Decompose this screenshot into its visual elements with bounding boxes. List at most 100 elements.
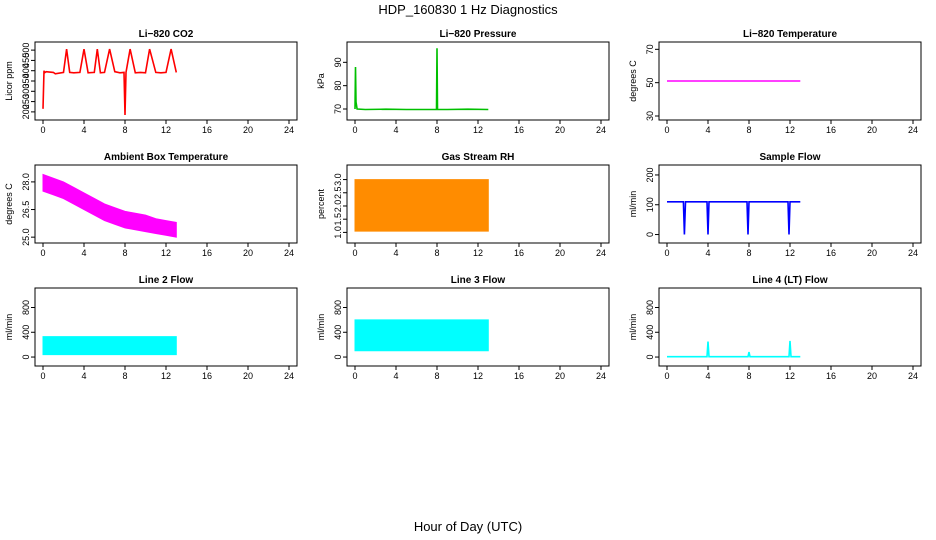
chart-title: Li−820 Pressure: [440, 29, 517, 40]
y-tick-label: 0: [645, 232, 655, 237]
chart-title: Sample Flow: [759, 152, 820, 163]
y-tick-label: 400: [21, 325, 31, 340]
plot-frame: [347, 42, 609, 120]
chart-panel: Line 3 Flow048121620240400800ml/min: [316, 275, 609, 381]
y-axis-label: ml/min: [4, 314, 14, 341]
x-tick-label: 0: [352, 248, 357, 258]
x-tick-label: 24: [284, 371, 294, 381]
x-tick-label: 12: [161, 125, 171, 135]
plot-frame: [35, 42, 297, 120]
y-axis-label: degrees C: [628, 60, 638, 102]
y-tick-label: 200: [645, 167, 655, 182]
y-tick-label: 2.0: [333, 200, 343, 213]
chart-title: Ambient Box Temperature: [104, 152, 229, 163]
y-tick-label: 25.0: [21, 228, 31, 246]
y-axis-label: kPa: [316, 73, 326, 89]
x-tick-label: 16: [826, 125, 836, 135]
x-tick-label: 4: [81, 371, 86, 381]
y-tick-label: 90: [333, 57, 343, 67]
y-tick-label: 3.0: [333, 173, 343, 186]
y-tick-label: 80: [333, 81, 343, 91]
data-series-line: [667, 341, 800, 357]
x-tick-label: 16: [514, 125, 524, 135]
x-tick-label: 16: [514, 248, 524, 258]
x-tick-label: 8: [746, 248, 751, 258]
x-tick-label: 20: [867, 125, 877, 135]
x-tick-label: 24: [908, 125, 918, 135]
chart-panel: Line 2 Flow048121620240400800ml/min: [4, 275, 297, 381]
x-tick-label: 24: [284, 125, 294, 135]
x-tick-label: 8: [122, 125, 127, 135]
x-tick-label: 24: [908, 371, 918, 381]
data-series-area: [43, 175, 176, 238]
chart-title: Line 4 (LT) Flow: [752, 275, 828, 286]
x-tick-label: 8: [746, 125, 751, 135]
x-tick-label: 0: [40, 371, 45, 381]
data-series-line: [43, 49, 176, 115]
y-tick-label: 0: [333, 355, 343, 360]
chart-title: Li−820 CO2: [139, 29, 194, 40]
y-tick-label: 30: [645, 111, 655, 121]
chart-panel: Line 4 (LT) Flow048121620240400800ml/min: [628, 275, 921, 381]
y-axis-label: Licor ppm: [4, 61, 14, 101]
chart-title: Line 2 Flow: [139, 275, 194, 286]
y-tick-label: 50: [645, 78, 655, 88]
x-tick-label: 24: [596, 371, 606, 381]
x-tick-label: 16: [826, 248, 836, 258]
y-axis-label: ml/min: [628, 191, 638, 218]
x-tick-label: 16: [202, 248, 212, 258]
x-tick-label: 20: [867, 248, 877, 258]
y-tick-label: 800: [21, 300, 31, 315]
x-axis-title: Hour of Day (UTC): [0, 519, 936, 534]
x-tick-label: 12: [473, 248, 483, 258]
x-tick-label: 12: [785, 248, 795, 258]
y-tick-label: 800: [645, 300, 655, 315]
x-tick-label: 24: [908, 248, 918, 258]
chart-panel: Li−820 Pressure04812162024708090kPa: [316, 29, 609, 135]
y-tick-label: 400: [333, 325, 343, 340]
y-tick-label: 2.5: [333, 187, 343, 200]
x-tick-label: 8: [122, 248, 127, 258]
x-tick-label: 16: [202, 125, 212, 135]
x-tick-label: 24: [284, 248, 294, 258]
x-tick-label: 16: [514, 371, 524, 381]
data-series-line: [667, 202, 800, 235]
x-tick-label: 12: [161, 248, 171, 258]
chart-title: Gas Stream RH: [442, 152, 515, 163]
x-tick-label: 20: [555, 248, 565, 258]
y-tick-label: 26.5: [21, 201, 31, 219]
x-tick-label: 0: [664, 248, 669, 258]
x-tick-label: 16: [826, 371, 836, 381]
y-axis-label: ml/min: [316, 314, 326, 341]
x-tick-label: 12: [785, 125, 795, 135]
x-tick-label: 8: [122, 371, 127, 381]
x-tick-label: 12: [473, 371, 483, 381]
x-tick-label: 4: [393, 125, 398, 135]
chart-title: Li−820 Temperature: [743, 29, 837, 40]
x-tick-label: 4: [393, 371, 398, 381]
y-tick-label: 1.5: [333, 213, 343, 226]
y-tick-label: 800: [333, 300, 343, 315]
data-series-area: [43, 337, 176, 355]
x-tick-label: 12: [473, 125, 483, 135]
x-tick-label: 0: [352, 371, 357, 381]
y-tick-label: 500: [21, 43, 31, 58]
x-tick-label: 4: [81, 125, 86, 135]
y-tick-label: 0: [21, 355, 31, 360]
y-tick-label: 70: [645, 44, 655, 54]
y-tick-label: 1.0: [333, 226, 343, 239]
x-tick-label: 12: [161, 371, 171, 381]
x-tick-label: 0: [40, 248, 45, 258]
x-tick-label: 8: [434, 248, 439, 258]
y-tick-label: 0: [645, 355, 655, 360]
x-tick-label: 0: [664, 371, 669, 381]
x-tick-label: 20: [243, 248, 253, 258]
x-tick-label: 4: [705, 125, 710, 135]
chart-panel: Ambient Box Temperature0481216202425.026…: [4, 152, 297, 258]
y-axis-label: ml/min: [628, 314, 638, 341]
x-tick-label: 8: [434, 371, 439, 381]
x-tick-label: 20: [555, 125, 565, 135]
y-tick-label: 400: [645, 325, 655, 340]
x-tick-label: 4: [705, 371, 710, 381]
x-tick-label: 20: [867, 371, 877, 381]
